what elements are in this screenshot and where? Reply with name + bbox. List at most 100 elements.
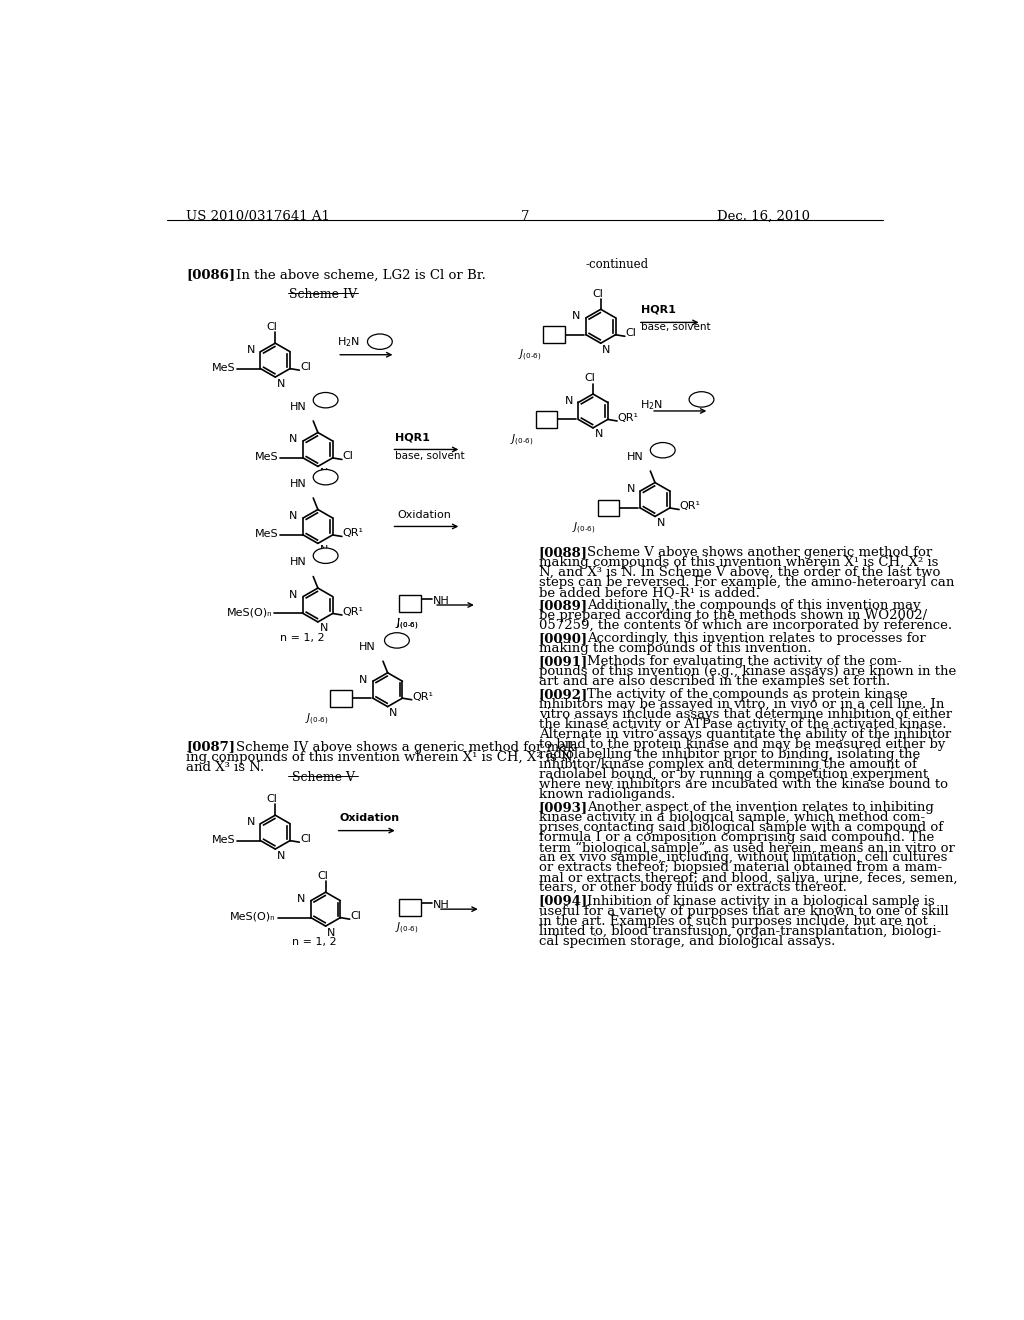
Text: HN: HN [290, 479, 306, 488]
Ellipse shape [313, 548, 338, 564]
Text: Cl: Cl [317, 871, 328, 880]
Text: pounds of this invention (e.g., kinase assays) are known in the: pounds of this invention (e.g., kinase a… [539, 665, 956, 678]
Text: [0088]: [0088] [539, 545, 588, 558]
Text: N: N [389, 708, 397, 718]
Text: Oxidation: Oxidation [340, 813, 399, 822]
Text: MeS(O)ₙ: MeS(O)ₙ [226, 607, 272, 618]
Text: [0091]: [0091] [539, 655, 588, 668]
Text: $J_{(0\text{-}6)}$: $J_{(0\text{-}6)}$ [510, 433, 535, 447]
Text: QR¹: QR¹ [343, 607, 364, 616]
Text: N, and X³ is N. In Scheme V above, the order of the last two: N, and X³ is N. In Scheme V above, the o… [539, 566, 940, 578]
Text: N: N [290, 434, 298, 445]
Text: QR¹: QR¹ [413, 692, 433, 702]
Text: steps can be reversed. For example, the amino-heteroaryl can: steps can be reversed. For example, the … [539, 576, 954, 589]
Text: prises contacting said biological sample with a compound of: prises contacting said biological sample… [539, 821, 943, 834]
Text: or extracts thereof; biopsied material obtained from a mam-: or extracts thereof; biopsied material o… [539, 862, 942, 874]
Text: Additionally, the compounds of this invention may: Additionally, the compounds of this inve… [587, 599, 921, 612]
Text: N: N [319, 469, 328, 478]
Text: $J_{(0\text{-}6)}$: $J_{(0\text{-}6)}$ [572, 521, 596, 536]
Text: to bind to the protein kinase and may be measured either by: to bind to the protein kinase and may be… [539, 738, 945, 751]
Text: MeS: MeS [212, 363, 236, 372]
Text: US 2010/0317641 A1: US 2010/0317641 A1 [186, 210, 330, 223]
Text: N: N [276, 850, 285, 861]
Text: Dec. 16, 2010: Dec. 16, 2010 [717, 210, 810, 223]
Text: making compounds of this invention wherein X¹ is CH, X² is: making compounds of this invention where… [539, 556, 938, 569]
Ellipse shape [368, 334, 392, 350]
Text: HN: HN [627, 451, 643, 462]
Bar [399, 595, 421, 612]
Text: Alternate in vitro assays quantitate the ability of the inhibitor: Alternate in vitro assays quantitate the… [539, 729, 951, 742]
Text: N: N [595, 429, 603, 440]
Text: [0090]: [0090] [539, 632, 588, 645]
Text: 7: 7 [520, 210, 529, 223]
Text: NH: NH [432, 900, 450, 909]
Text: Cl: Cl [343, 451, 353, 462]
Text: J$_{(0\text{-}6)}$: J$_{(0\text{-}6)}$ [395, 616, 419, 632]
Text: Ht: Ht [319, 550, 332, 561]
Text: [0086]: [0086] [186, 268, 236, 281]
Text: Scheme IV: Scheme IV [290, 288, 357, 301]
Text: QR¹: QR¹ [617, 413, 639, 422]
Text: 057259, the contents of which are incorporated by reference.: 057259, the contents of which are incorp… [539, 619, 952, 632]
Text: N: N [319, 623, 328, 634]
Text: N: N [656, 517, 665, 528]
Text: H$_2$N: H$_2$N [640, 397, 663, 412]
Text: Scheme V: Scheme V [292, 771, 354, 784]
Text: MeS: MeS [212, 834, 236, 845]
Text: kinase activity in a biological sample, which method com-: kinase activity in a biological sample, … [539, 812, 925, 825]
Text: [0087]: [0087] [186, 741, 236, 754]
Text: Oxidation: Oxidation [397, 511, 452, 520]
Text: $J_{(0\text{-}6)}$: $J_{(0\text{-}6)}$ [395, 616, 419, 632]
Text: N: N [290, 590, 298, 601]
Text: [0092]: [0092] [539, 688, 588, 701]
Text: tears, or other body fluids or extracts thereof.: tears, or other body fluids or extracts … [539, 882, 847, 895]
Text: vitro assays include assays that determine inhibition of either: vitro assays include assays that determi… [539, 708, 952, 721]
Text: Cl: Cl [300, 362, 311, 372]
Text: [0094]: [0094] [539, 895, 588, 908]
Text: Ht: Ht [319, 395, 332, 405]
Ellipse shape [650, 442, 675, 458]
Text: HQR1: HQR1 [395, 433, 430, 442]
Text: Ht: Ht [695, 395, 708, 404]
Text: N: N [297, 894, 305, 904]
Text: N: N [602, 345, 610, 355]
Text: $J_{(0\text{-}6)}$: $J_{(0\text{-}6)}$ [395, 921, 419, 936]
Text: Ht: Ht [319, 473, 332, 482]
Text: inhibitors may be assayed in vitro, in vivo or in a cell line. In: inhibitors may be assayed in vitro, in v… [539, 698, 944, 711]
Ellipse shape [313, 392, 338, 408]
Text: N: N [247, 345, 255, 355]
Text: -continued: -continued [586, 259, 648, 272]
Text: N: N [572, 312, 581, 321]
Text: Ht: Ht [374, 337, 386, 347]
Text: be prepared according to the methods shown in WO2002/: be prepared according to the methods sho… [539, 609, 927, 622]
Ellipse shape [385, 632, 410, 648]
Text: Accordingly, this invention relates to processes for: Accordingly, this invention relates to p… [587, 632, 926, 645]
Text: Ht: Ht [656, 445, 669, 455]
Text: HN: HN [290, 401, 306, 412]
Text: Cl: Cl [626, 329, 637, 338]
Text: formula I or a composition comprising said compound. The: formula I or a composition comprising sa… [539, 832, 934, 845]
Text: H$_2$N: H$_2$N [337, 335, 360, 350]
Text: Cl: Cl [592, 289, 603, 298]
Text: Scheme IV above shows a generic method for mak-: Scheme IV above shows a generic method f… [237, 741, 581, 754]
Text: N: N [359, 675, 368, 685]
Text: limited to, blood transfusion, organ-transplantation, biologi-: limited to, blood transfusion, organ-tra… [539, 924, 941, 937]
Text: Cl: Cl [300, 834, 311, 843]
Text: MeS: MeS [255, 453, 279, 462]
Text: MeS(O)ₙ: MeS(O)ₙ [230, 912, 276, 921]
Text: N: N [290, 511, 298, 521]
Text: Cl: Cl [585, 374, 595, 383]
Text: radiolabel bound, or by running a competition experiment: radiolabel bound, or by running a compet… [539, 768, 928, 781]
Text: QR¹: QR¹ [680, 502, 700, 511]
Text: $J_{(0\text{-}6)}$: $J_{(0\text{-}6)}$ [305, 711, 329, 726]
Bar [330, 689, 352, 706]
Text: making the compounds of this invention.: making the compounds of this invention. [539, 642, 811, 655]
Text: [0093]: [0093] [539, 801, 588, 814]
Text: N: N [247, 817, 255, 828]
Text: base, solvent: base, solvent [395, 451, 465, 461]
Text: where new inhibitors are incubated with the kinase bound to: where new inhibitors are incubated with … [539, 779, 948, 791]
Text: Inhibition of kinase activity in a biological sample is: Inhibition of kinase activity in a biolo… [587, 895, 935, 908]
Text: Ht: Ht [391, 635, 402, 645]
Text: term “biological sample”, as used herein, means an in vitro or: term “biological sample”, as used herein… [539, 841, 954, 854]
Text: QR¹: QR¹ [343, 528, 364, 539]
